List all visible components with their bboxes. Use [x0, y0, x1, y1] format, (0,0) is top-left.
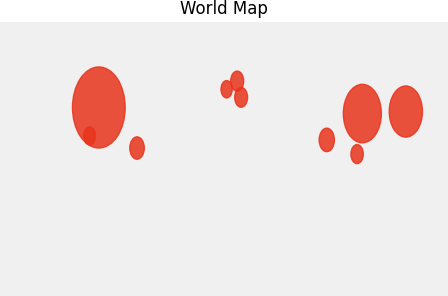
- Circle shape: [231, 71, 244, 91]
- Circle shape: [73, 67, 125, 148]
- Circle shape: [84, 127, 95, 145]
- Circle shape: [319, 128, 334, 152]
- Circle shape: [221, 81, 232, 98]
- Title: World Map: World Map: [180, 0, 268, 18]
- Circle shape: [389, 86, 422, 137]
- Circle shape: [130, 137, 144, 159]
- Circle shape: [235, 87, 248, 107]
- Circle shape: [351, 144, 363, 164]
- Circle shape: [343, 84, 381, 143]
